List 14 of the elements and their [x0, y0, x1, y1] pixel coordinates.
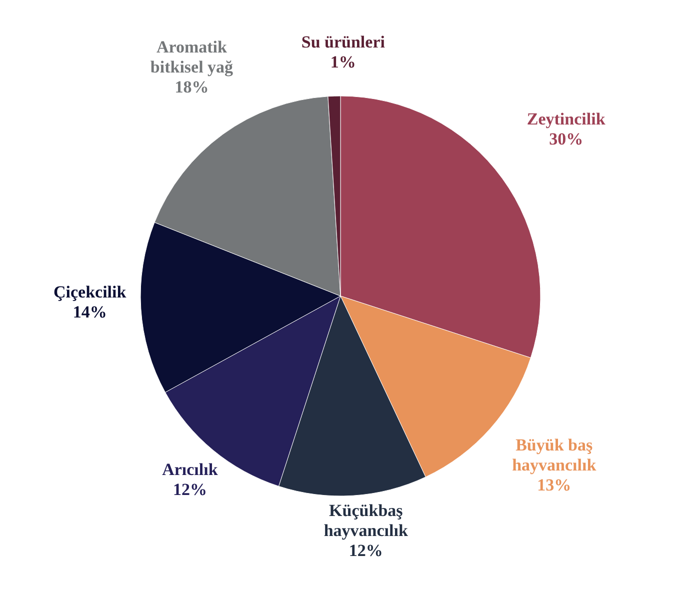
data-label: 30%	[549, 129, 584, 148]
data-label: 14%	[72, 302, 107, 322]
data-label: 1%	[330, 52, 356, 72]
slice-label: Büyük baş hayvancılık	[512, 436, 597, 475]
data-label: 12%	[172, 480, 207, 500]
data-label: 12%	[348, 540, 383, 560]
slice-label: Küçükbaş hayvancılık	[324, 500, 408, 540]
slice-label: Su ürünleri	[301, 32, 386, 52]
slice-label: Çiçekcilik	[53, 282, 127, 302]
slice-label: Zeytincilik	[526, 109, 606, 128]
slice-label: Aromatik bitkisel yağ	[150, 37, 234, 76]
data-label: 18%	[174, 77, 209, 96]
data-label: 13%	[537, 476, 572, 495]
slice-label: Arıcılık	[162, 460, 218, 480]
